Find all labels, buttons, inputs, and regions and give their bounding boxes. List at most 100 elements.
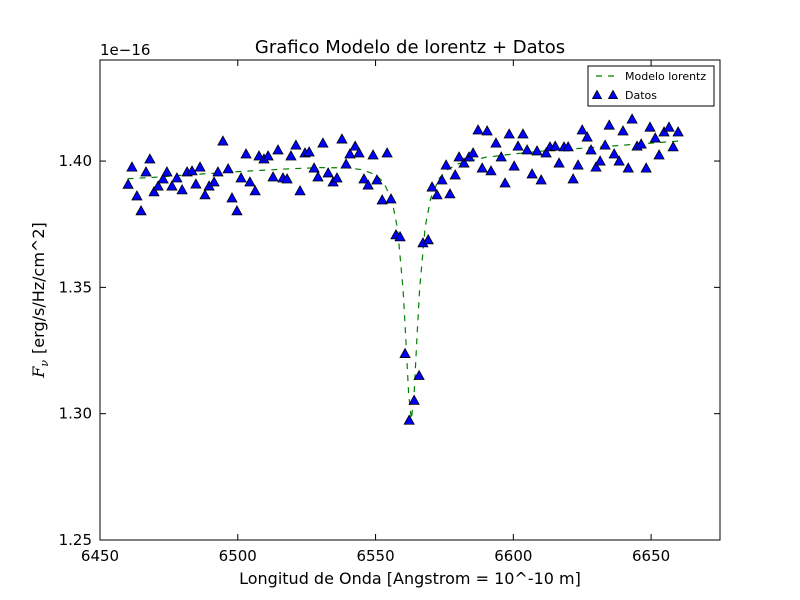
- data-point: [331, 172, 343, 183]
- data-point: [285, 150, 297, 161]
- data-point: [272, 144, 284, 155]
- data-point: [449, 169, 461, 180]
- data-point: [562, 141, 574, 152]
- data-point: [122, 178, 134, 189]
- data-point: [453, 151, 465, 162]
- data-point: [403, 414, 415, 425]
- data-point: [635, 138, 647, 149]
- data-point: [440, 159, 452, 170]
- legend-marker: [591, 89, 603, 99]
- y-offset-label: 1e−16: [100, 41, 150, 59]
- data-point: [244, 176, 256, 187]
- data-point: [212, 166, 224, 177]
- data-point: [367, 149, 379, 160]
- data-point: [540, 147, 552, 158]
- data-point: [161, 166, 173, 177]
- data-point: [340, 158, 352, 169]
- data-point: [535, 174, 547, 185]
- data-point: [594, 155, 606, 166]
- x-tick-label: 6450: [81, 547, 119, 565]
- y-tick-label: 1.25: [59, 531, 92, 549]
- x-tick-label: 6650: [632, 547, 670, 565]
- data-point: [521, 144, 533, 155]
- data-point: [208, 176, 220, 187]
- data-point: [249, 185, 261, 196]
- data-point: [349, 140, 361, 151]
- data-point: [144, 153, 156, 164]
- data-point: [399, 347, 411, 358]
- data-point: [499, 177, 511, 188]
- data-point: [171, 172, 183, 183]
- legend-label: Datos: [625, 89, 657, 102]
- data-point: [217, 135, 229, 146]
- data-point: [436, 174, 448, 185]
- data-point: [663, 121, 675, 132]
- data-point: [472, 124, 484, 135]
- data-point: [362, 179, 374, 190]
- data-point: [194, 161, 206, 172]
- data-point: [603, 119, 615, 130]
- legend-marker: [607, 89, 619, 99]
- data-point: [590, 161, 602, 172]
- data-point: [485, 165, 497, 176]
- x-tick-label: 6600: [494, 547, 532, 565]
- data-point: [126, 161, 138, 172]
- data-point: [422, 234, 434, 245]
- data-point: [344, 148, 356, 159]
- data-point: [512, 140, 524, 151]
- data-point: [140, 166, 152, 177]
- data-point: [371, 174, 383, 185]
- data-point: [381, 147, 393, 158]
- data-point: [622, 162, 634, 173]
- data-point: [549, 140, 561, 151]
- x-tick-label: 6550: [356, 547, 394, 565]
- legend-label: Modelo lorentz: [625, 70, 706, 83]
- data-point: [572, 159, 584, 170]
- data-point: [599, 139, 611, 150]
- y-tick-label: 1.35: [59, 278, 92, 296]
- y-axis-label: Fν [erg/s/Hz/cm^2]: [29, 222, 51, 378]
- data-point: [317, 137, 329, 148]
- data-point: [576, 124, 588, 135]
- data-point: [322, 167, 334, 178]
- data-point: [148, 186, 160, 197]
- plot-frame: [99, 59, 721, 541]
- data-point: [672, 126, 684, 137]
- data-point: [649, 132, 661, 143]
- data-point: [526, 168, 538, 179]
- data-point: [517, 128, 529, 139]
- data-point: [226, 192, 238, 203]
- data-point: [408, 394, 420, 405]
- data-point: [653, 149, 665, 160]
- data-point: [553, 157, 565, 168]
- data-point: [186, 165, 198, 176]
- y-label-symbol: F: [29, 366, 48, 379]
- data-point: [495, 151, 507, 162]
- data-point: [667, 141, 679, 152]
- data-point: [199, 189, 211, 200]
- data-point: [567, 173, 579, 184]
- data-point: [644, 121, 656, 132]
- data-point: [290, 139, 302, 150]
- data-point: [294, 185, 306, 196]
- data-point: [608, 148, 620, 159]
- data-point: [585, 144, 597, 155]
- x-tick-label: 6500: [219, 547, 257, 565]
- x-axis-label: Longitud de Onda [Angstrom = 10^-10 m]: [239, 569, 581, 588]
- data-point: [152, 180, 164, 191]
- data-point: [640, 162, 652, 173]
- data-point: [481, 125, 493, 136]
- data-point: [267, 171, 279, 182]
- data-point: [231, 204, 243, 216]
- y-label-text: [erg/s/Hz/cm^2]: [29, 222, 48, 354]
- y-label-subscript: ν: [38, 360, 51, 367]
- data-point: [166, 180, 178, 191]
- data-point: [385, 193, 397, 204]
- data-point: [431, 189, 443, 200]
- y-tick-label: 1.30: [59, 405, 92, 423]
- data-point: [476, 162, 488, 173]
- data-point: [312, 171, 324, 182]
- data-point: [394, 231, 406, 242]
